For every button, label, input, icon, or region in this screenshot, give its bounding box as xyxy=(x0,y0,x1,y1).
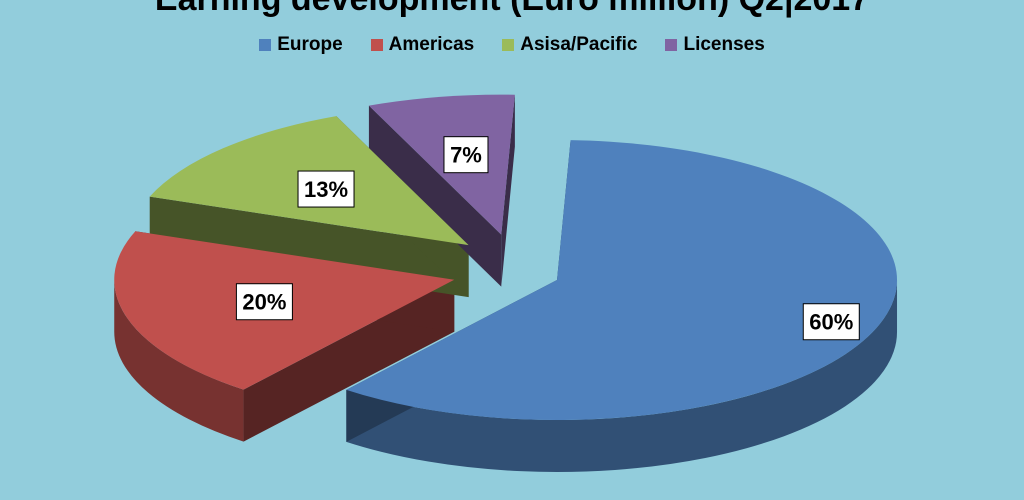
legend-label-licenses: Licenses xyxy=(683,34,765,55)
chart-title: Earning development (Euro million) Q2|20… xyxy=(0,0,1024,19)
legend-item-asia-pacific: Asisa/Pacific xyxy=(502,34,637,56)
legend-item-europe: Europe xyxy=(259,34,343,56)
legend-label-asia-pacific: Asisa/Pacific xyxy=(520,34,638,55)
data-label-text-asia-pacific: 13% xyxy=(304,177,348,202)
data-label-text-europe: 60% xyxy=(809,310,853,335)
pie-labels: 60% 20% 13% 7% xyxy=(235,136,860,341)
legend-item-licenses: Licenses xyxy=(665,34,765,56)
legend-item-americas: Americas xyxy=(370,34,475,56)
data-label-text-americas: 20% xyxy=(242,290,286,315)
slice-cut-licenses-1 xyxy=(501,94,515,287)
data-label-asia-pacific: 13% xyxy=(297,170,355,208)
data-label-text-licenses: 7% xyxy=(450,143,482,168)
legend-swatch-europe xyxy=(259,39,272,51)
legend-swatch-americas xyxy=(370,39,383,51)
legend-label-europe: Europe xyxy=(277,34,343,55)
slice-wall-europe xyxy=(346,279,898,472)
legend-swatch-asia-pacific xyxy=(502,39,515,51)
slice-europe xyxy=(346,140,898,420)
pie-tops xyxy=(114,94,898,420)
legend-label-americas: Americas xyxy=(388,34,475,55)
legend: Europe Americas Asisa/Pacific Licenses xyxy=(0,34,1024,56)
slice-cut-licenses-0 xyxy=(368,105,502,287)
data-label-americas: 20% xyxy=(235,283,293,321)
legend-swatch-licenses xyxy=(665,39,678,51)
data-label-licenses: 7% xyxy=(443,136,489,174)
slice-licenses xyxy=(368,94,515,235)
slice-wall-americas xyxy=(114,279,244,442)
data-label-europe: 60% xyxy=(802,303,860,341)
